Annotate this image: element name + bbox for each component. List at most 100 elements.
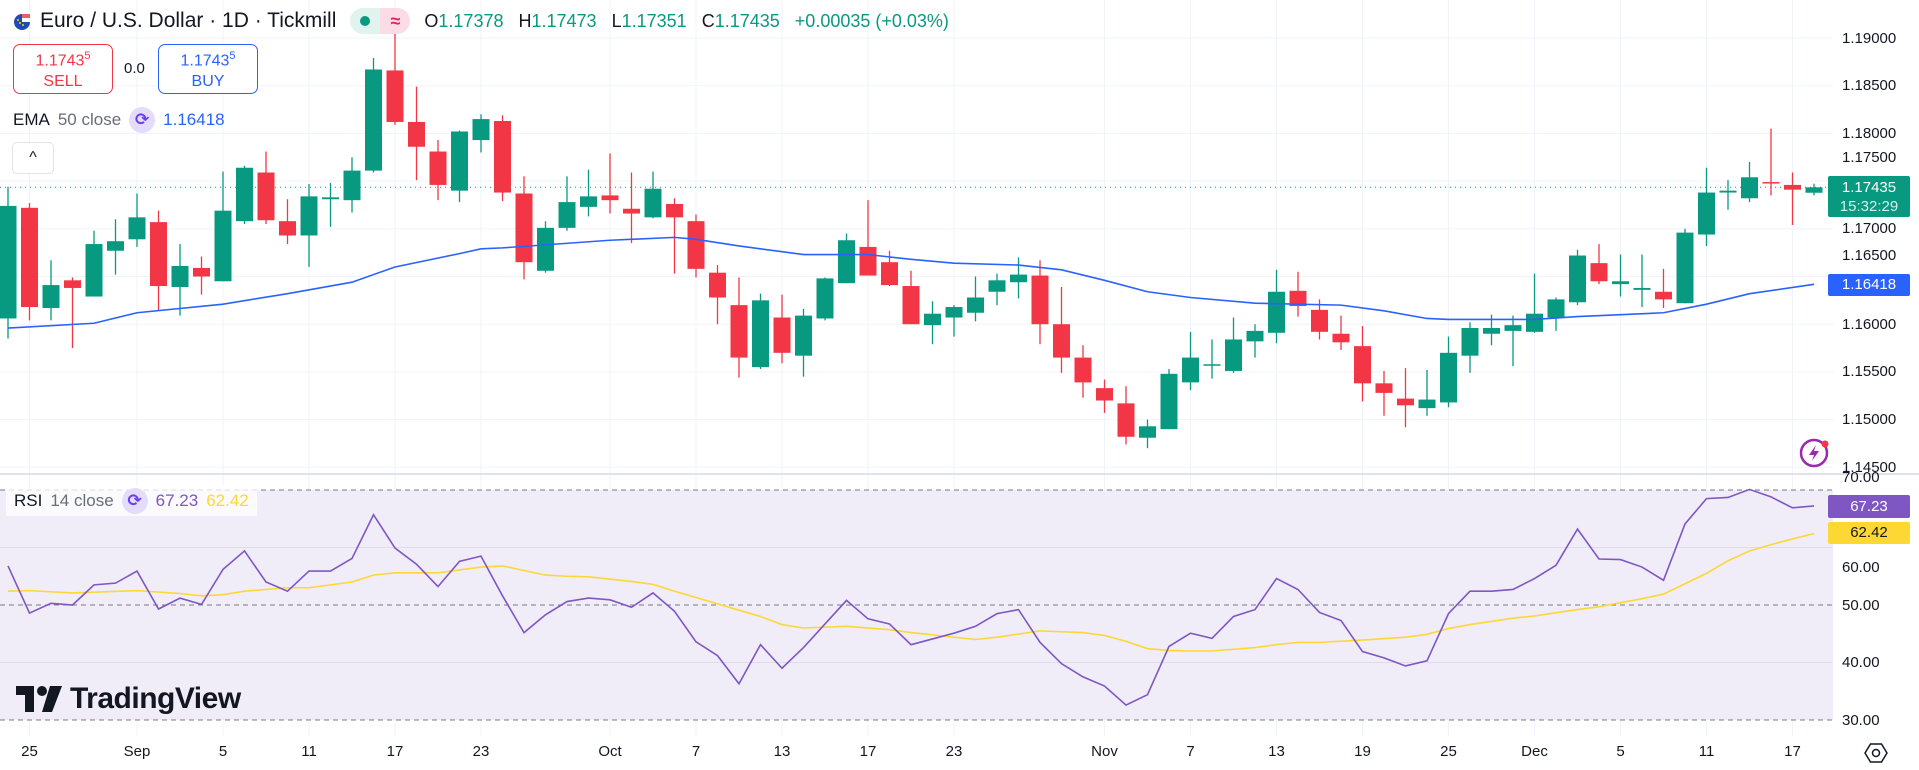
high-label: H (518, 10, 532, 31)
symbol-title[interactable]: Euro / U.S. Dollar · 1D · Tickmill (40, 9, 337, 32)
candle-up (1440, 352, 1457, 403)
candle-up (558, 202, 576, 228)
rsi-tick-label: 70.00 (1842, 468, 1880, 486)
candle-up (752, 300, 769, 368)
candle-down (515, 193, 533, 263)
time-tick-label: 11 (301, 743, 317, 760)
candle-up (1547, 299, 1565, 318)
price-tick-label: 1.15000 (1842, 411, 1897, 429)
candle-up (42, 285, 60, 308)
candle-up (451, 131, 468, 191)
rsi-params: 14 close (50, 491, 114, 510)
candle-up (1719, 190, 1737, 193)
candle-up (1612, 281, 1629, 285)
candle-down (1311, 309, 1328, 332)
candle-up (171, 266, 189, 287)
candle-down (21, 207, 38, 308)
rsi-legend[interactable]: RSI 14 close ⟳ 67.23 62.42 (6, 486, 257, 516)
lightning-icon[interactable] (1799, 438, 1829, 468)
candle-up (107, 241, 124, 251)
candle-up (1010, 274, 1027, 283)
rsi-value-badge: 67.23 (1828, 495, 1910, 518)
candle-down (193, 267, 210, 277)
time-tick-label: 25 (1440, 743, 1457, 760)
candle-up (1461, 328, 1479, 356)
tradingview-logo-text: TradingView (70, 682, 241, 715)
price-tick-label: 1.16500 (1842, 247, 1897, 264)
price-tick-label: 1.18500 (1842, 77, 1897, 95)
candle-up (580, 196, 597, 207)
candle-up (1633, 287, 1651, 290)
candle-down (902, 286, 920, 325)
approx-data-icon: ≈ (380, 8, 411, 34)
open-value: 1.17378 (438, 10, 504, 31)
buy-button[interactable]: 1.17435 BUY (158, 44, 258, 94)
rsi-tick-label: 50.00 (1842, 596, 1880, 614)
candle-up (795, 315, 812, 356)
candle-down (1762, 182, 1780, 184)
ema-legend[interactable]: EMA 50 close ⟳ 1.16418 (13, 106, 225, 134)
price-tick-label: 1.14500 (1842, 458, 1897, 476)
rsi-tick-label: 40.00 (1842, 654, 1880, 671)
candle-up (1805, 187, 1823, 193)
overlays (0, 186, 1833, 707)
candle-up (472, 119, 490, 141)
candle-up (1741, 177, 1758, 199)
last-price: 1.17435 (1841, 179, 1897, 196)
low-value: 1.17351 (621, 10, 687, 31)
candle-down (494, 120, 511, 193)
candle-down (408, 121, 425, 147)
settings-hexagon-icon[interactable] (1864, 743, 1888, 763)
time-tick-label: 5 (218, 743, 228, 760)
candle-down (1289, 290, 1307, 307)
ema-value: 1.16418 (163, 110, 225, 129)
candle-down (1397, 398, 1414, 406)
cycle-icon[interactable]: ⟳ (121, 488, 148, 514)
time-tick-label: 25 (21, 743, 38, 760)
ema-name: EMA (13, 110, 50, 129)
cycle-icon[interactable]: ⟳ (129, 107, 156, 133)
market-open-icon (350, 8, 381, 34)
candle-down (601, 195, 619, 201)
candle-down (730, 305, 748, 358)
market-status-pill[interactable]: ≈ (350, 8, 411, 34)
sell-button[interactable]: 1.17435 SELL (13, 44, 113, 94)
candle-up (945, 307, 963, 318)
candle-up (644, 188, 662, 218)
candle-down (1354, 346, 1371, 384)
collapse-legend-button[interactable]: ^ (12, 142, 54, 174)
candle-up (1698, 192, 1715, 235)
candle-down (150, 222, 167, 287)
candle-up (343, 170, 361, 201)
candle-down (687, 221, 705, 269)
candle-up (537, 227, 554, 271)
time-tick-label: 13 (773, 743, 791, 760)
close-label: C (701, 10, 715, 31)
candle-up (0, 205, 17, 319)
candle-down (623, 208, 640, 214)
candle-down (1375, 383, 1393, 393)
candle-down (1096, 388, 1113, 401)
candles (0, 21, 1823, 449)
change-value: +0.00035 (+0.03%) (794, 10, 949, 31)
tradingview-logo-icon (16, 686, 62, 712)
time-tick-label: 19 (1354, 743, 1371, 760)
candle-up (365, 69, 382, 171)
time-tick-label: 5 (1616, 743, 1625, 760)
time-tick-label: 17 (386, 743, 404, 760)
candle-down (881, 262, 898, 286)
rsi-ma-value: 62.42 (206, 491, 249, 510)
candle-down (386, 70, 404, 122)
time-tick-label: Nov (1091, 743, 1118, 760)
candle-up (816, 278, 834, 319)
sell-price-pip: 5 (84, 50, 91, 63)
eur-usd-flag-icon (14, 14, 30, 30)
candle-up (1225, 339, 1242, 371)
tradingview-logo[interactable]: TradingView (16, 682, 241, 716)
rsi-tick-label: 30.00 (1842, 711, 1880, 729)
ema-price-badge: 1.16418 (1828, 274, 1910, 296)
low-label: L (611, 10, 622, 31)
spread-value: 0.0 (124, 60, 145, 77)
last-price-badge: 1.17435 15:32:29 (1828, 176, 1910, 217)
